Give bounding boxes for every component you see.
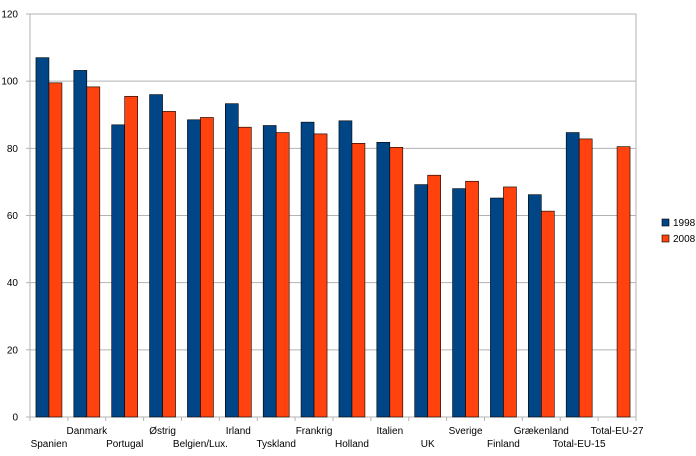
y-axis-ticks: 0 20 40 60 80 100 120 [1, 10, 30, 424]
x-tick-label: UK [421, 439, 435, 450]
bar-2008-14 [578, 138, 593, 418]
x-tick-label: Østrig [149, 426, 176, 437]
bar-2008-4 [200, 117, 214, 418]
bar-1998-7 [300, 121, 315, 418]
bar-1998-10 [414, 184, 428, 418]
bar-1998-5 [225, 103, 239, 418]
bar-2008-6 [275, 132, 290, 418]
y-tick-label: 40 [7, 278, 19, 289]
x-tick-label: Grækenland [514, 426, 569, 437]
bar-2008-11 [465, 180, 479, 418]
bar-2008-13 [541, 210, 555, 418]
bar-2008-10 [427, 174, 441, 418]
x-tick-label: Total-EU-27 [591, 426, 644, 437]
legend-label-2008: 2008 [673, 234, 696, 245]
bar-1998-12 [490, 197, 504, 418]
legend-label-1998: 1998 [673, 218, 696, 229]
bar-2008-15 [616, 146, 631, 418]
x-tick-label: Holland [335, 439, 369, 450]
bar-1998-3 [149, 94, 163, 418]
y-tick-label: 80 [7, 144, 19, 155]
x-tick-label: Irland [226, 426, 251, 437]
x-tick-label: Belgien/Lux. [173, 439, 228, 450]
bar-2008-2 [124, 95, 138, 418]
y-tick-label: 20 [7, 345, 19, 356]
legend-swatch-2008 [661, 234, 670, 243]
bar-1998-9 [376, 141, 391, 418]
x-tick-label: Tyskland [256, 439, 295, 450]
y-tick-label: 120 [1, 10, 18, 21]
bar-2008-8 [351, 143, 366, 418]
bar-1998-6 [262, 125, 277, 418]
x-tick-label: Sverige [449, 426, 483, 437]
bar-1998-1 [73, 70, 88, 418]
x-tick-label: Frankrig [296, 426, 333, 437]
x-tick-label: Spanien [31, 439, 68, 450]
x-tick-label: Portugal [106, 439, 143, 450]
bar-2008-9 [389, 147, 404, 418]
y-tick-label: 0 [12, 413, 18, 424]
legend: 1998 2008 [661, 218, 696, 245]
bars [35, 57, 631, 418]
y-tick-label: 100 [1, 77, 18, 88]
bar-2008-1 [86, 86, 101, 418]
x-tick-label: Italien [376, 426, 403, 437]
bar-1998-11 [452, 188, 466, 418]
bar-1998-4 [187, 119, 201, 418]
bar-1998-8 [338, 120, 353, 418]
x-axis-labels: Spanien Danmark Portugal Østrig Belgien/Lux.… [29, 417, 644, 450]
legend-swatch-1998 [661, 218, 670, 227]
bar-2008-0 [48, 82, 63, 418]
bar-2008-7 [313, 133, 328, 418]
bar-1998-13 [528, 194, 542, 418]
bar-2008-12 [503, 186, 517, 418]
y-tick-label: 60 [7, 211, 19, 222]
x-tick-label: Total-EU-15 [553, 439, 606, 450]
x-tick-label: Finland [487, 439, 520, 450]
bar-1998-0 [35, 57, 50, 418]
x-tick-label: Danmark [67, 426, 109, 437]
bar-1998-14 [565, 132, 580, 418]
bar-2008-3 [162, 111, 176, 418]
bar-1998-2 [111, 124, 125, 418]
bar-2008-5 [238, 126, 252, 418]
